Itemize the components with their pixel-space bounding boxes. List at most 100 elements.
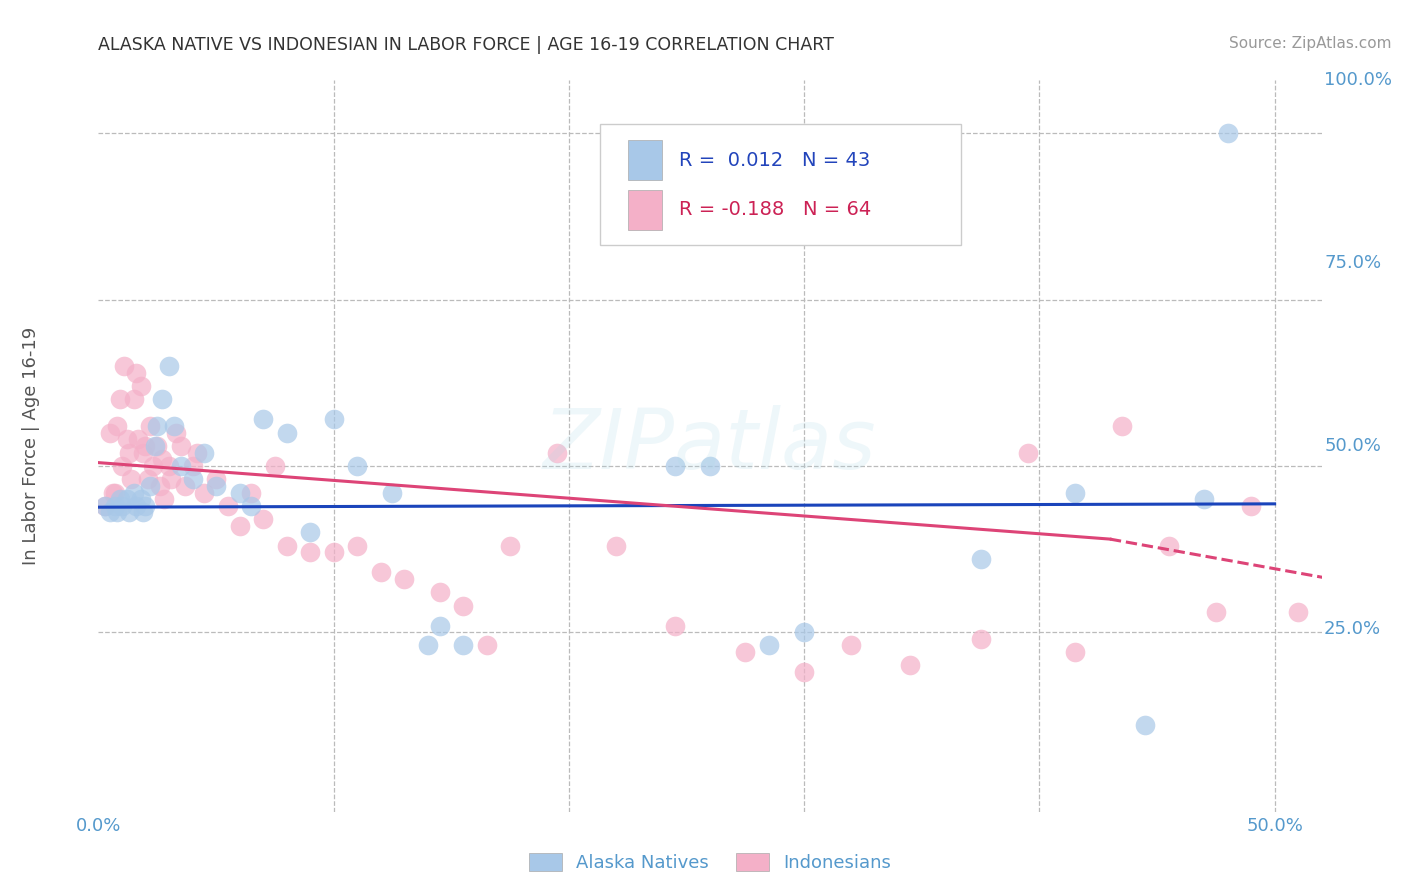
Point	[193, 445, 215, 459]
Point	[429, 585, 451, 599]
Point	[132, 506, 155, 520]
Point	[451, 599, 474, 613]
Point	[1216, 127, 1239, 141]
Point	[263, 458, 285, 473]
Point	[429, 618, 451, 632]
Point	[392, 572, 416, 586]
Point	[969, 552, 991, 566]
Point	[322, 412, 344, 426]
Point	[181, 458, 204, 473]
Point	[181, 472, 204, 486]
Bar	[628, 190, 662, 230]
Point	[108, 492, 131, 507]
Point	[451, 639, 474, 653]
Point	[125, 366, 148, 380]
Point	[139, 419, 162, 434]
Point	[105, 506, 128, 520]
Point	[115, 433, 138, 447]
Point	[98, 506, 121, 520]
Point	[793, 665, 815, 679]
Text: 50.0%: 50.0%	[1324, 437, 1381, 455]
Point	[240, 485, 263, 500]
Point	[118, 506, 141, 520]
Point	[108, 392, 131, 407]
Point	[193, 485, 215, 500]
Point	[127, 433, 149, 447]
Point	[1063, 645, 1085, 659]
Point	[416, 639, 439, 653]
Point	[381, 485, 404, 500]
Legend: Alaska Natives, Indonesians: Alaska Natives, Indonesians	[522, 846, 898, 880]
Text: ZIPatlas: ZIPatlas	[543, 406, 877, 486]
Point	[146, 419, 169, 434]
Point	[170, 439, 193, 453]
FancyBboxPatch shape	[600, 124, 960, 245]
Point	[346, 458, 368, 473]
Point	[1357, 579, 1379, 593]
Point	[546, 445, 568, 459]
Point	[228, 518, 250, 533]
Point	[157, 359, 180, 374]
Point	[217, 499, 239, 513]
Text: 75.0%: 75.0%	[1324, 254, 1381, 272]
Point	[101, 485, 124, 500]
Point	[664, 458, 686, 473]
Point	[94, 499, 117, 513]
Point	[122, 485, 145, 500]
Point	[1157, 539, 1180, 553]
Point	[1063, 485, 1085, 500]
Point	[276, 539, 298, 553]
Point	[1240, 499, 1263, 513]
Point	[104, 499, 127, 513]
Bar	[628, 140, 662, 180]
Point	[160, 472, 183, 486]
Point	[186, 445, 208, 459]
Point	[115, 492, 138, 507]
Point	[664, 618, 686, 632]
Point	[1017, 445, 1039, 459]
Text: 25.0%: 25.0%	[1324, 620, 1381, 638]
Point	[149, 479, 172, 493]
Text: In Labor Force | Age 16-19: In Labor Force | Age 16-19	[22, 326, 41, 566]
Point	[134, 499, 156, 513]
Point	[1192, 492, 1215, 507]
Point	[132, 445, 155, 459]
Point	[1205, 605, 1227, 619]
Point	[94, 499, 117, 513]
Point	[98, 425, 121, 440]
Point	[104, 485, 127, 500]
Point	[299, 525, 322, 540]
Point	[898, 658, 921, 673]
Point	[1135, 718, 1157, 732]
Point	[1111, 419, 1133, 434]
Point	[129, 379, 152, 393]
Text: R =  0.012   N = 43: R = 0.012 N = 43	[679, 151, 870, 169]
Point	[758, 639, 780, 653]
Point	[120, 472, 142, 486]
Point	[122, 392, 145, 407]
Point	[322, 545, 344, 559]
Point	[125, 499, 148, 513]
Point	[134, 439, 156, 453]
Point	[370, 566, 392, 580]
Text: Source: ZipAtlas.com: Source: ZipAtlas.com	[1229, 36, 1392, 51]
Point	[143, 439, 166, 453]
Point	[475, 639, 498, 653]
Point	[105, 419, 128, 434]
Point	[276, 425, 298, 440]
Point	[111, 458, 134, 473]
Point	[252, 512, 274, 526]
Text: R = -0.188   N = 64: R = -0.188 N = 64	[679, 200, 872, 219]
Point	[346, 539, 368, 553]
Point	[499, 539, 522, 553]
Point	[240, 499, 263, 513]
Point	[136, 472, 159, 486]
Point	[793, 625, 815, 640]
Point	[150, 452, 173, 467]
Point	[605, 539, 627, 553]
Point	[157, 458, 180, 473]
Point	[699, 458, 721, 473]
Point	[174, 479, 197, 493]
Point	[112, 359, 135, 374]
Point	[299, 545, 322, 559]
